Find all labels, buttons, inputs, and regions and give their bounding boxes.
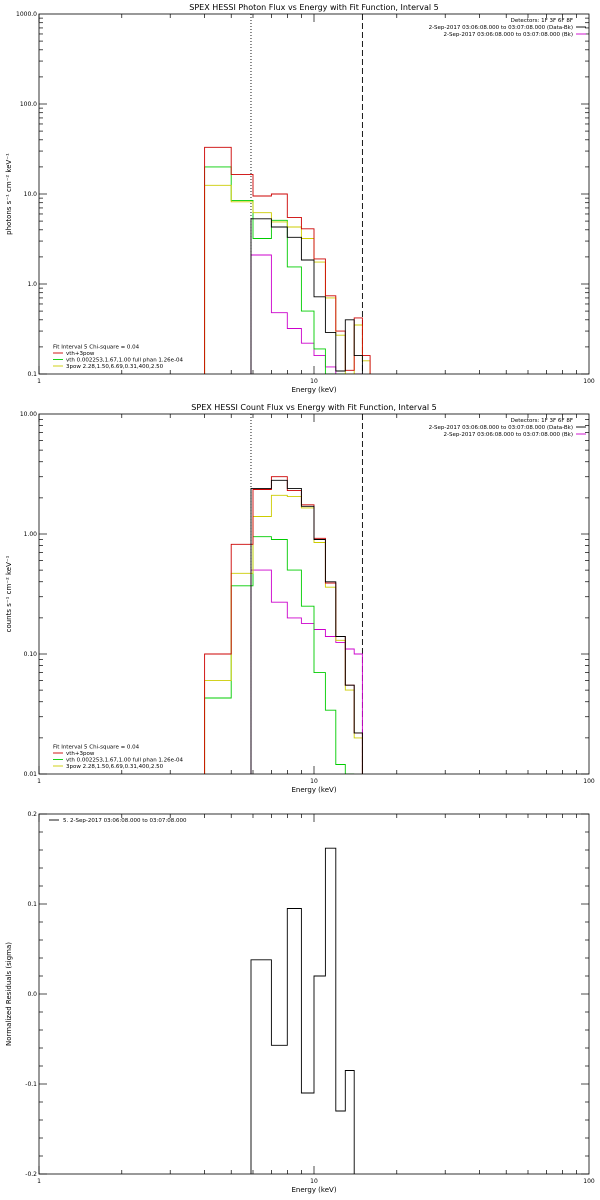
x-axis-label: Energy (keV) [291, 786, 336, 794]
legend-label: 3pow 2.28,1.50,6.69,0.31,400,2.50 [66, 764, 164, 770]
legend-label: vth+3pow [66, 751, 95, 757]
legend-label: 2-Sep-2017 03:06:08.000 to 03:07:08.000 … [444, 432, 574, 438]
legend-label: 2-Sep-2017 03:06:08.000 to 03:07:08.000 … [429, 25, 573, 31]
x-tick-label: 1 [37, 378, 41, 385]
y-axis-label: Normalized Residuals (sigma) [5, 942, 13, 1046]
x-axis-ticks [38, 414, 577, 774]
x-tick-label: 10 [310, 1178, 318, 1185]
y-tick-label: 10.0 [24, 191, 38, 198]
x-axis-ticks [38, 14, 577, 374]
y-tick-label: 1.00 [24, 531, 38, 538]
series-three_pow [204, 494, 363, 774]
x-tick-label: 100 [583, 778, 595, 785]
y-tick-label: 1.0 [27, 281, 37, 288]
y-tick-label: 10.00 [20, 411, 37, 418]
plot-frame [38, 13, 590, 375]
x-tick-label: 1 [37, 1178, 41, 1185]
x-tick-label: 10 [310, 378, 318, 385]
x-axis-label: Energy (keV) [291, 386, 336, 394]
legend-label: vth 0.002253,1.67,1.00 full phan 1.26e-0… [66, 358, 184, 364]
y-tick-label: 0.10 [24, 651, 38, 658]
chart-title: SPEX HESSI Photon Flux vs Energy with Fi… [189, 3, 439, 12]
legend-label: vth 0.002253,1.67,1.00 full phan 1.26e-0… [66, 758, 184, 764]
series-residual [250, 847, 355, 1174]
x-tick-label: 10 [310, 778, 318, 785]
y-tick-label: -0.1 [25, 1081, 37, 1088]
x-tick-label: 100 [583, 378, 595, 385]
series-thin_bkg [250, 569, 363, 774]
legend-label: Detectors: 1F 3F 6F 8F [511, 418, 573, 424]
y-tick-label: 1000.0 [16, 11, 37, 18]
y-tick-label: 0.0 [27, 991, 37, 998]
chart-panel-2: SPEX HESSI Count Flux vs Energy with Fit… [5, 403, 595, 794]
series-vth [204, 536, 355, 774]
x-tick-label: 100 [583, 1178, 595, 1185]
y-tick-label: 0.01 [24, 771, 38, 778]
series-total [250, 218, 363, 374]
chart-title: SPEX HESSI Count Flux vs Energy with Fit… [191, 403, 436, 412]
legend-label: Fit Interval 5 Chi-square = 0.04 [53, 345, 140, 351]
series-total [250, 479, 363, 774]
plot-frame [38, 813, 590, 1175]
x-tick-label: 1 [37, 778, 41, 785]
legend-label: 2-Sep-2017 03:06:08.000 to 03:07:08.000 … [444, 32, 574, 38]
legend-label: 3pow 2.28,1.50,6.69,0.31,400,2.50 [66, 364, 164, 370]
y-axis-ticks [39, 419, 589, 775]
series-vth [204, 166, 355, 374]
series-vth_3pow [204, 476, 363, 774]
legend-label: 5. 2-Sep-2017 03:06:08.000 to 03:07:08.0… [63, 818, 187, 824]
legend-label: 2-Sep-2017 03:06:08.000 to 03:07:08.000 … [429, 425, 573, 431]
chart-panel-1: SPEX HESSI Photon Flux vs Energy with Fi… [5, 3, 595, 394]
y-axis-label: photons s⁻¹ cm⁻² keV⁻¹ [5, 153, 13, 235]
plot-frame [38, 413, 590, 775]
chart-panel-3: 1 10 100 Energy (keV) -0.2 -0.1 0.0 0.1 0.2 Norma… [5, 811, 595, 1194]
legend-label: Detectors: 1F 3F 6F 8F [511, 18, 573, 24]
y-tick-label: 0.1 [27, 901, 37, 908]
y-axis-label: counts s⁻¹ cm⁻² keV⁻¹ [5, 555, 13, 632]
y-tick-label: -0.2 [25, 1171, 37, 1178]
y-tick-label: 100.0 [20, 101, 37, 108]
y-tick-label: 0.1 [27, 371, 37, 378]
y-tick-label: 0.2 [27, 811, 37, 818]
x-axis-ticks [38, 814, 577, 1174]
legend-label: Fit Interval 5 Chi-square = 0.04 [53, 745, 140, 751]
x-axis-label: Energy (keV) [291, 1186, 336, 1194]
legend-label: vth+3pow [66, 351, 95, 357]
